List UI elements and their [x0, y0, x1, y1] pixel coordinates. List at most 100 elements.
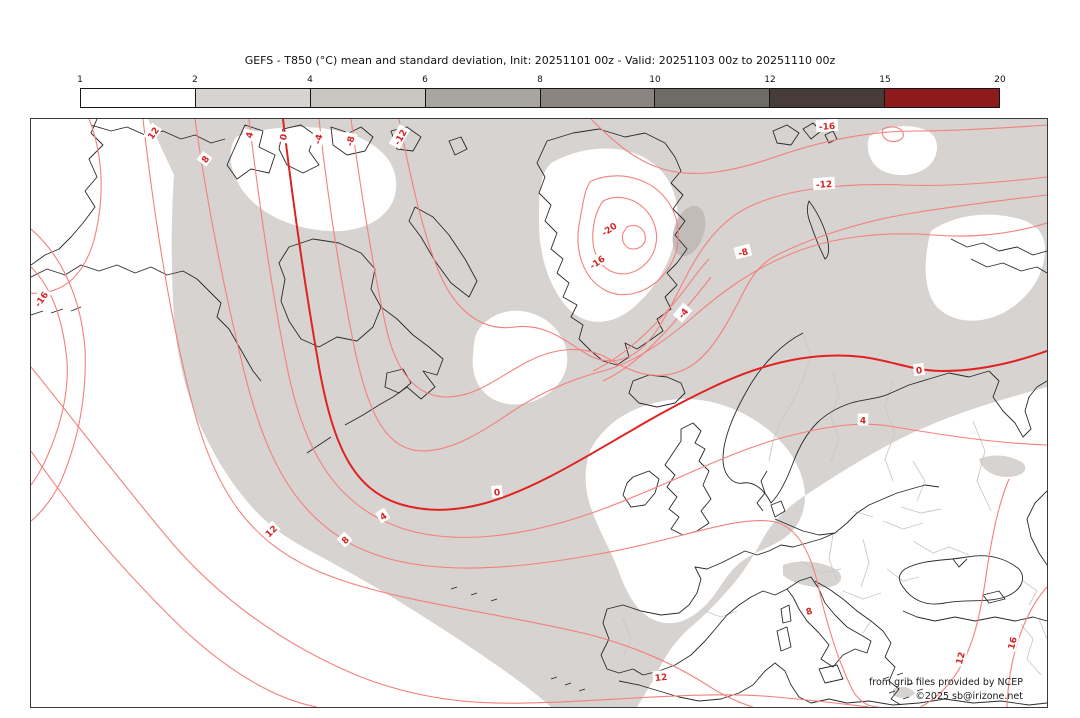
coastline	[818, 664, 844, 684]
contour-label-halo	[951, 648, 968, 668]
coastline	[898, 555, 1023, 605]
coastline	[970, 258, 1047, 274]
coastline	[278, 238, 382, 348]
contour-label-halo	[912, 362, 926, 377]
colorbar-tick: 15	[879, 75, 891, 85]
coastline	[774, 484, 940, 536]
contour-label: 12	[951, 648, 968, 668]
coastline	[90, 124, 226, 144]
colorbar-tick: 4	[307, 75, 313, 85]
contour-line	[592, 196, 657, 275]
coastline	[780, 604, 792, 624]
coastline	[550, 676, 586, 692]
country-border	[704, 610, 738, 618]
contour-label-halo	[596, 217, 622, 240]
contour-label-halo	[143, 122, 163, 143]
contour-label-text: 8	[805, 607, 814, 618]
country-border	[828, 534, 838, 582]
colorbar-segment	[195, 89, 311, 107]
contour-label: 4	[241, 128, 256, 142]
contour-line	[592, 258, 710, 372]
coastline	[786, 576, 872, 668]
country-border	[1020, 618, 1047, 676]
contour-line	[194, 119, 880, 707]
contour-label-halo	[584, 250, 610, 273]
coastline	[776, 626, 792, 652]
contour-label: 16	[1003, 633, 1020, 653]
contour-label-halo	[672, 302, 693, 323]
contour-label: -4	[309, 129, 326, 149]
contour-label-halo	[260, 520, 281, 541]
contour-label-text: 0	[915, 366, 923, 377]
country-border	[1022, 580, 1038, 606]
contour-label-halo	[196, 150, 213, 167]
coastline	[306, 436, 332, 454]
country-border	[830, 370, 840, 462]
coastline	[408, 206, 478, 298]
country-border	[856, 610, 872, 634]
contour-label-halo	[733, 243, 753, 260]
contour-line	[248, 119, 1047, 538]
contour-label: -16	[584, 250, 610, 273]
colorbar-tick: 2	[192, 75, 198, 85]
coastline	[344, 306, 444, 426]
coastline	[988, 370, 1047, 438]
colorbar-segment	[425, 89, 541, 107]
country-border	[860, 538, 870, 588]
contour-label-halo	[1003, 633, 1020, 653]
contour-label-text: 4	[860, 417, 866, 427]
contour-line	[881, 126, 904, 143]
contour-label: 0	[275, 130, 290, 144]
contour-line	[577, 175, 679, 296]
chart-title: GEFS - T850 (°C) mean and standard devia…	[244, 54, 836, 67]
colorbar-tick: 1	[77, 75, 83, 85]
country-border	[884, 380, 896, 482]
contour-label-halo	[491, 484, 503, 499]
contour-label-text: 16	[1007, 636, 1020, 651]
contour-label-text: -8	[737, 247, 749, 259]
contour-label-halo	[241, 128, 256, 142]
coastline	[756, 470, 786, 518]
std-dev-shading-region	[783, 561, 842, 588]
colorbar-segment	[540, 89, 656, 107]
contour-label: 12	[652, 669, 670, 684]
contour-label: 8	[801, 603, 816, 618]
coastline	[330, 126, 374, 156]
coastline	[384, 368, 412, 394]
contour-label: 8	[196, 150, 213, 167]
country-border	[912, 460, 926, 502]
coastline	[806, 200, 830, 260]
contour-label-halo	[31, 286, 52, 312]
contour-label-text: 8	[340, 535, 352, 547]
std-dev-shading-region	[979, 455, 1026, 477]
coastline	[448, 136, 468, 156]
map-panel: 12 8 4 0 -4 -8 -12 -16 -20 -16 -4 -8 -12 -16 0 4 8 12 0 4 8 1…	[30, 118, 1048, 708]
contour-label-text: -4	[313, 133, 325, 145]
contour-label-text: -8	[345, 135, 357, 147]
colorbar-tick: 20	[994, 75, 1006, 85]
coastline	[722, 332, 990, 504]
attribution-copyright: ©2025 sb@irizone.net	[915, 691, 1023, 702]
contour-line	[31, 119, 102, 294]
coastline	[950, 238, 1047, 256]
contour-label: 4	[857, 413, 869, 427]
country-border	[972, 420, 992, 512]
contour-label-halo	[309, 129, 326, 149]
std-dev-dark-patch	[672, 205, 706, 257]
contour-line	[31, 450, 318, 707]
colorbar-tick: 10	[649, 75, 661, 85]
country-border	[842, 590, 882, 600]
colorbar-segment	[770, 89, 886, 107]
std-dev-colorbar	[80, 88, 1000, 108]
colorbar-segment	[885, 89, 999, 107]
contour-label-text: 4	[378, 511, 389, 523]
contour-label: 8	[336, 531, 353, 548]
colorbar-segment	[310, 89, 426, 107]
contour-label-halo	[375, 507, 391, 524]
contour-label-text: 0	[279, 133, 290, 142]
contour-label: -8	[341, 131, 358, 151]
contour-label-text: 12	[955, 651, 968, 666]
contour-line	[318, 119, 1047, 452]
contour-label-text: -12	[816, 180, 833, 191]
